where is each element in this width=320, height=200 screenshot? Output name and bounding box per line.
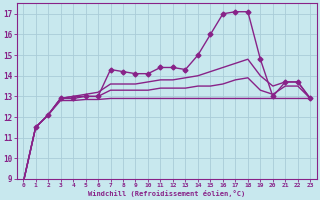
X-axis label: Windchill (Refroidissement éolien,°C): Windchill (Refroidissement éolien,°C) [88,190,245,197]
